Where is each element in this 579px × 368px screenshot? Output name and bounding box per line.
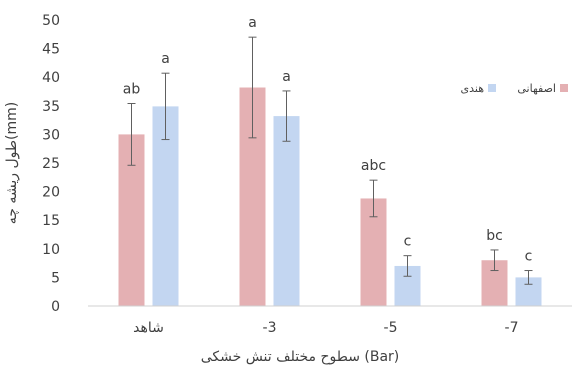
x-category-label: شاهد [133,320,164,336]
y-tick-label: 10 [42,242,60,258]
y-tick-label: 0 [51,299,60,315]
significance-letter: a [248,15,257,31]
y-tick-label: 40 [42,70,60,86]
y-tick-label: 30 [42,127,60,143]
y-tick-label: 15 [42,213,60,229]
bar-hendi [273,116,300,306]
y-axis-title: طول ریشه چه(mm) [4,102,20,224]
significance-letter: bc [486,228,503,244]
y-tick-label: 35 [42,99,60,115]
x-axis-categories: شاهد -3 -5 -7 [133,320,518,336]
bars [118,87,542,306]
x-category-label: -3 [263,320,277,336]
y-axis-ticks: 0 5 10 15 20 25 30 35 40 45 50 [42,13,60,315]
significance-letters: ab a a a abc c bc c [123,15,533,264]
legend-swatch [488,84,496,92]
significance-letter: c [525,249,533,265]
significance-letter: abc [361,158,386,174]
legend-label: هندی [460,82,484,95]
significance-letter: a [161,51,170,67]
legend: اصفهانی هندی [460,82,568,95]
significance-letter: c [404,234,412,250]
x-category-label: -5 [384,320,398,336]
y-tick-label: 50 [42,13,60,29]
legend-label: اصفهانی [517,82,556,95]
y-tick-label: 20 [42,185,60,201]
significance-letter: ab [123,82,141,98]
significance-letter: a [282,69,291,85]
y-tick-label: 25 [42,156,60,172]
x-axis-title: سطوح مختلف تنش خشکی (Bar) [201,349,400,365]
y-tick-label: 45 [42,42,60,58]
y-tick-label: 5 [51,270,60,286]
x-category-label: -7 [505,320,519,336]
error-bars [127,36,533,285]
legend-swatch [560,84,568,92]
